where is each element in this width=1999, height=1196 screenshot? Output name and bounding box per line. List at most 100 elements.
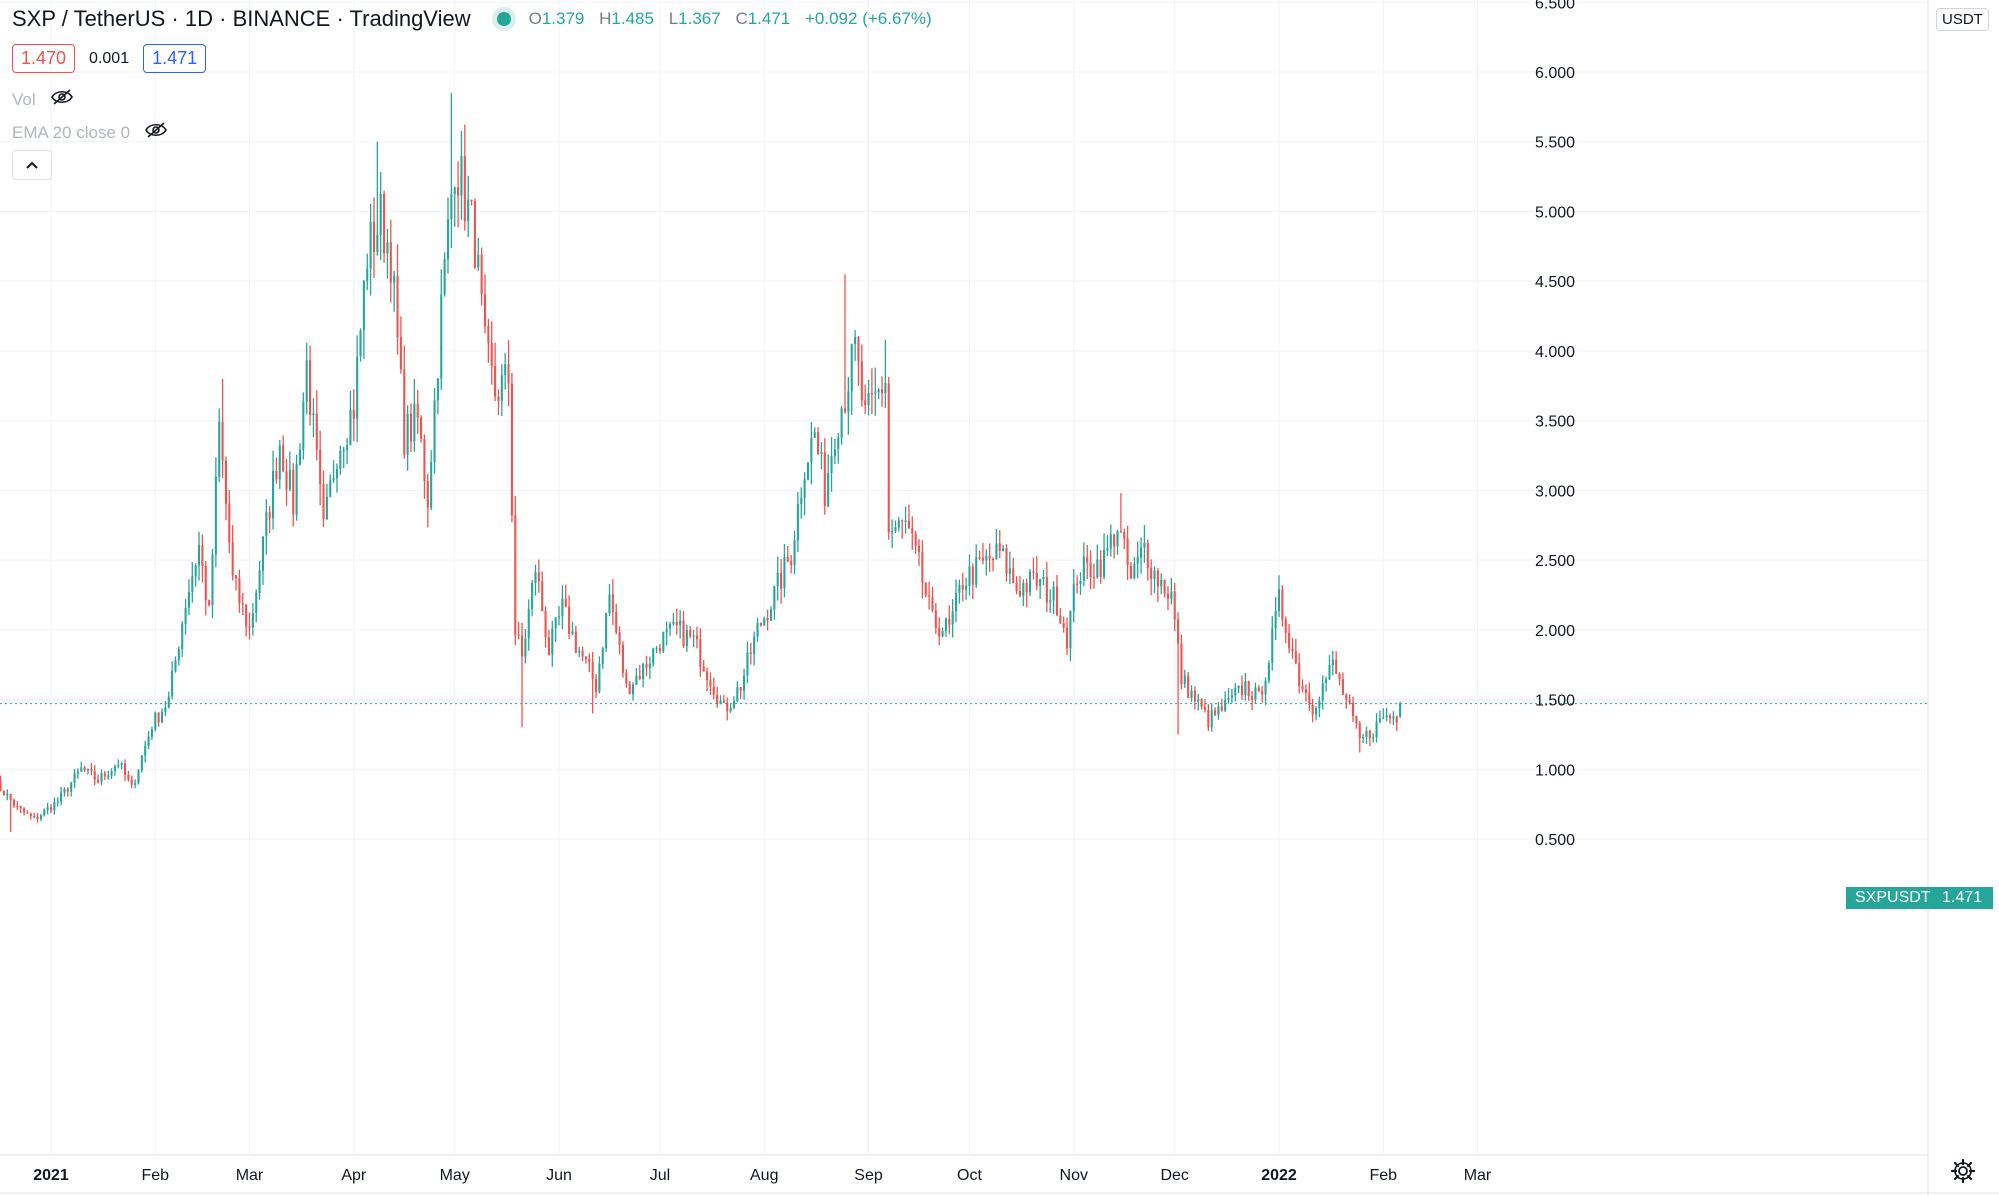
candle-body	[880, 389, 884, 393]
candle-body	[605, 613, 608, 649]
candle-body	[672, 621, 675, 625]
candle	[255, 589, 258, 623]
candle	[938, 617, 941, 646]
candle	[130, 775, 133, 789]
candle-body	[706, 671, 709, 681]
sell-button[interactable]: 1.470	[12, 44, 76, 73]
candle-body	[164, 707, 167, 712]
candle-body	[726, 702, 729, 712]
candle-body	[823, 452, 826, 507]
candle-body	[810, 437, 813, 463]
currency-unit-button[interactable]: USDT	[1936, 8, 1989, 31]
candle-body	[70, 782, 73, 792]
candle	[1042, 570, 1045, 586]
time-axis: 2021 Feb Mar Apr May Jun Jul Aug Sep Oct Nov Dec 202…	[33, 1167, 1492, 1184]
candle	[601, 646, 604, 670]
candle	[806, 462, 810, 481]
close-value: 1.471	[747, 9, 791, 28]
candle-body	[1214, 710, 1217, 715]
candle	[924, 582, 927, 598]
candle	[1338, 672, 1341, 686]
candle	[1351, 696, 1355, 722]
candle-body	[113, 766, 116, 771]
price-tick-label: 2.500	[1535, 553, 1575, 570]
candle-body	[1368, 731, 1371, 739]
candle	[648, 656, 651, 680]
candle	[208, 599, 211, 607]
candle-body	[827, 472, 830, 507]
candle	[1281, 585, 1284, 627]
candle	[423, 434, 426, 499]
candle-body	[117, 764, 120, 767]
candle-body	[884, 383, 887, 393]
candle	[1066, 617, 1069, 655]
candle	[833, 438, 836, 464]
candle	[103, 770, 106, 780]
candle-body	[1301, 686, 1304, 690]
candle-body	[763, 618, 766, 626]
candle	[1082, 542, 1085, 587]
candle-body	[56, 801, 59, 803]
candle	[460, 131, 463, 220]
candle-body	[1392, 716, 1395, 719]
candle-body	[214, 476, 217, 555]
indicator-ema[interactable]: EMA 20 close 0	[12, 121, 168, 144]
candle	[763, 616, 766, 626]
candle	[433, 388, 436, 474]
candle-body	[1237, 685, 1240, 689]
candle-body	[245, 604, 248, 627]
candle	[988, 543, 991, 572]
candle	[689, 626, 692, 639]
candle-body	[1119, 531, 1122, 533]
candle-body	[857, 336, 860, 362]
candle-body	[123, 763, 127, 775]
eye-crossed-icon[interactable]	[50, 88, 74, 111]
candle-body	[288, 469, 291, 490]
eye-crossed-icon[interactable]	[144, 121, 168, 144]
candle-body	[1234, 688, 1237, 696]
candle	[1328, 655, 1331, 681]
indicator-vol[interactable]: Vol	[12, 88, 74, 111]
time-tick-label: Feb	[142, 1167, 170, 1184]
candle	[860, 344, 863, 407]
candle	[245, 603, 248, 637]
gear-icon[interactable]	[1950, 1158, 1976, 1189]
candle-body	[669, 624, 672, 629]
symbol-title[interactable]: SXP / TetherUS · 1D · BINANCE · TradingV…	[12, 6, 471, 31]
candle	[1146, 539, 1149, 581]
candle	[753, 631, 756, 666]
candle-body	[238, 578, 241, 604]
candle-body	[867, 393, 870, 406]
candle-body	[1008, 568, 1011, 575]
candle-body	[1086, 556, 1089, 563]
candle	[537, 559, 540, 593]
candle-body	[1089, 562, 1092, 578]
candle	[1136, 541, 1139, 579]
candle	[197, 531, 201, 581]
candle	[426, 473, 429, 528]
candle	[672, 612, 675, 626]
candle-body	[53, 802, 56, 811]
candle	[369, 203, 372, 296]
candle-body	[749, 652, 752, 654]
candle	[726, 697, 729, 721]
candle	[652, 647, 655, 667]
candle	[315, 390, 318, 461]
candle	[1257, 685, 1260, 693]
candle	[1335, 651, 1338, 674]
candle-body	[1251, 695, 1254, 700]
price-tick-label: 2.000	[1535, 623, 1575, 640]
candle-body	[1153, 570, 1156, 579]
candle	[830, 437, 833, 492]
candle	[621, 641, 624, 678]
buy-button[interactable]: 1.471	[143, 44, 207, 73]
collapse-legend-button[interactable]	[12, 150, 52, 180]
candle-body	[527, 609, 530, 639]
candle	[1298, 653, 1301, 694]
candle	[0, 775, 2, 792]
candle	[480, 247, 483, 306]
candle-body	[591, 662, 594, 679]
candle-body	[652, 648, 655, 664]
candle	[699, 628, 702, 677]
